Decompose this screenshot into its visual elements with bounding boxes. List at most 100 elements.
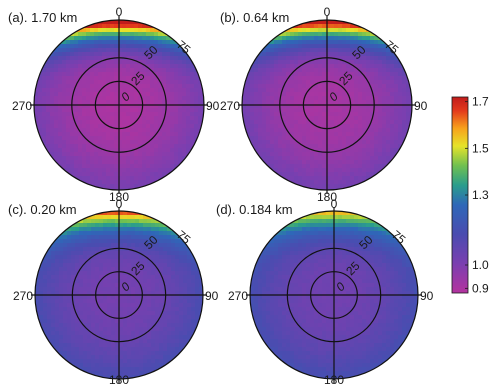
- heatmap-cell: [174, 56, 179, 61]
- heatmap-cell: [158, 72, 163, 77]
- heatmap-cell: [202, 124, 207, 129]
- heatmap-cell: [75, 239, 80, 244]
- heatmap-cell: [270, 64, 275, 69]
- heatmap-cell: [167, 331, 172, 336]
- heatmap-cell: [82, 60, 87, 65]
- heatmap-cell: [111, 311, 116, 316]
- heatmap-cell: [158, 96, 163, 101]
- heatmap-cell: [342, 28, 347, 33]
- heatmap-cell: [330, 132, 335, 137]
- heatmap-cell: [126, 68, 131, 73]
- heatmap-cell: [390, 124, 395, 129]
- heatmap-cell: [130, 160, 135, 165]
- heatmap-cell: [82, 36, 87, 41]
- heatmap-cell: [290, 124, 295, 129]
- heatmap-cell: [70, 64, 75, 69]
- heatmap-cell: [198, 136, 203, 141]
- heatmap-cell: [150, 160, 155, 165]
- heatmap-cell: [47, 299, 52, 304]
- heatmap-cell: [83, 359, 88, 364]
- heatmap-cell: [162, 68, 167, 73]
- heatmap-cell: [370, 76, 375, 81]
- heatmap-cell: [54, 88, 59, 93]
- heatmap-cell: [286, 243, 291, 248]
- heatmap-cell: [35, 263, 40, 268]
- heatmap-cell: [39, 315, 44, 320]
- heatmap-cell: [50, 92, 55, 97]
- heatmap-cell: [163, 235, 168, 240]
- heatmap-cell: [175, 343, 180, 348]
- heatmap-cell: [130, 180, 135, 185]
- heatmap-cell: [50, 76, 55, 81]
- heatmap-cell: [362, 84, 367, 89]
- heatmap-cell: [146, 28, 151, 33]
- azimuth-label-0: 0: [116, 197, 123, 211]
- heatmap-cell: [79, 243, 84, 248]
- heatmap-cell: [258, 68, 263, 73]
- heatmap-cell: [163, 267, 168, 272]
- heatmap-cell: [58, 124, 63, 129]
- heatmap-cell: [350, 164, 355, 169]
- heatmap-cell: [122, 120, 127, 125]
- heatmap-cell: [390, 132, 395, 137]
- heatmap-cell: [38, 144, 43, 149]
- heatmap-cell: [322, 24, 327, 29]
- heatmap-cell: [98, 124, 103, 129]
- heatmap-cell: [159, 347, 164, 352]
- heatmap-cell: [178, 136, 183, 141]
- heatmap-cell: [166, 76, 171, 81]
- heatmap-cell: [394, 108, 399, 113]
- heatmap-cell: [63, 255, 68, 260]
- heatmap-cell: [398, 88, 403, 93]
- heatmap-cell: [342, 231, 347, 236]
- heatmap-cell: [179, 267, 184, 272]
- heatmap-cell: [290, 172, 295, 177]
- heatmap-cell: [354, 112, 359, 117]
- heatmap-cell: [63, 335, 68, 340]
- heatmap-cell: [310, 164, 315, 169]
- heatmap-cell: [46, 140, 51, 145]
- heatmap-cell: [274, 128, 279, 133]
- heatmap-cell: [390, 247, 395, 252]
- heatmap-cell: [95, 259, 100, 264]
- heatmap-cell: [46, 136, 51, 141]
- heatmap-cell: [290, 112, 295, 117]
- heatmap-cell: [150, 36, 155, 41]
- heatmap-cell: [55, 267, 60, 272]
- heatmap-cell: [83, 295, 88, 300]
- heatmap-cell: [306, 164, 311, 169]
- heatmap-cell: [362, 92, 367, 97]
- heatmap-cell: [110, 52, 115, 57]
- heatmap-cell: [106, 108, 111, 113]
- heatmap-cell: [59, 251, 64, 256]
- heatmap-cell: [378, 72, 383, 77]
- heatmap-cell: [274, 52, 279, 57]
- heatmap-cell: [103, 299, 108, 304]
- heatmap-cell: [266, 112, 271, 117]
- heatmap-cell: [394, 80, 399, 85]
- heatmap-cell: [114, 64, 119, 69]
- heatmap-cell: [394, 76, 399, 81]
- heatmap-cell: [110, 60, 115, 65]
- heatmap-cell: [46, 80, 51, 85]
- heatmap-cell: [270, 52, 275, 57]
- heatmap-cell: [294, 48, 299, 53]
- heatmap-cell: [278, 48, 283, 53]
- heatmap-cell: [103, 323, 108, 328]
- heatmap-cell: [94, 176, 99, 181]
- heatmap-cell: [47, 311, 52, 316]
- heatmap-cell: [274, 144, 279, 149]
- heatmap-cell: [358, 112, 363, 117]
- heatmap-cell: [258, 136, 263, 141]
- heatmap-cell: [175, 299, 180, 304]
- heatmap-cell: [74, 56, 79, 61]
- heatmap-cell: [130, 108, 135, 113]
- heatmap-cell: [354, 148, 359, 153]
- heatmap-cell: [59, 307, 64, 312]
- heatmap-cell: [107, 327, 112, 332]
- heatmap-cell: [87, 267, 92, 272]
- heatmap-cell: [186, 116, 191, 121]
- heatmap-cell: [330, 36, 335, 41]
- heatmap-cell: [314, 172, 319, 177]
- heatmap-cell: [155, 287, 160, 292]
